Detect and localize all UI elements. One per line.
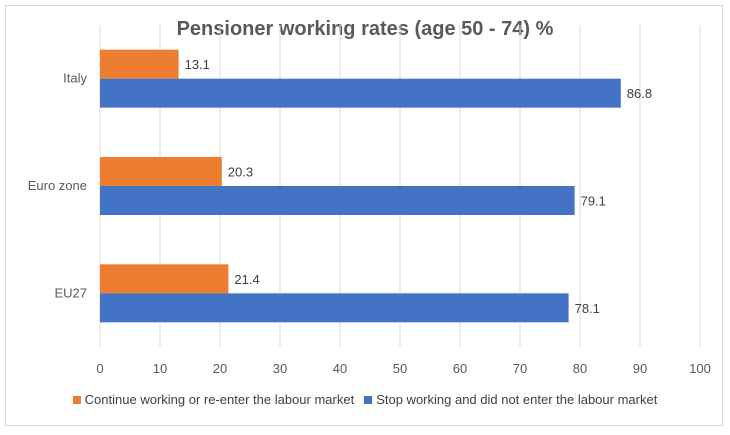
bar (100, 78, 621, 108)
bar (100, 49, 179, 79)
axis-layer: 0 10 20 30 40 50 60 70 80 90 100 Italy Euro zone EU27 (28, 71, 711, 376)
bar (100, 186, 575, 215)
data-label: 13.1 (185, 57, 210, 72)
x-tick-label: 70 (513, 361, 527, 376)
legend-item: Continue working or re-enter the labour … (72, 392, 355, 407)
bar (100, 157, 222, 186)
x-tick-label: 60 (453, 361, 467, 376)
data-label: 21.4 (234, 272, 259, 287)
x-tick-label: 100 (689, 361, 711, 376)
x-tick-label: 90 (633, 361, 647, 376)
data-label: 78.1 (575, 301, 600, 316)
bar-layer (100, 49, 621, 323)
x-tick-label: 10 (153, 361, 167, 376)
x-tick-label: 20 (213, 361, 227, 376)
legend-swatch (364, 395, 373, 404)
data-label: 20.3 (228, 165, 253, 180)
bar (100, 264, 229, 294)
category-label: Euro zone (28, 178, 87, 193)
chart-title: Pensioner working rates (age 50 - 74) % (176, 18, 554, 40)
legend-item: Stop working and did not enter the labou… (364, 392, 657, 407)
label-layer: 13.1 86.8 20.3 79.1 21.4 78.1 (185, 57, 653, 316)
legend: Continue working or re-enter the labour … (0, 392, 730, 407)
data-label: 86.8 (627, 86, 652, 101)
x-tick-label: 80 (573, 361, 587, 376)
category-label: EU27 (54, 285, 87, 300)
legend-swatch (72, 395, 81, 404)
data-label: 79.1 (581, 194, 606, 209)
x-tick-label: 30 (273, 361, 287, 376)
legend-label: Continue working or re-enter the labour … (84, 392, 355, 407)
legend-label: Stop working and did not enter the labou… (376, 392, 658, 407)
x-tick-label: 0 (96, 361, 103, 376)
bar (100, 293, 569, 323)
x-tick-label: 50 (393, 361, 407, 376)
category-label: Italy (63, 71, 87, 86)
x-tick-label: 40 (333, 361, 347, 376)
